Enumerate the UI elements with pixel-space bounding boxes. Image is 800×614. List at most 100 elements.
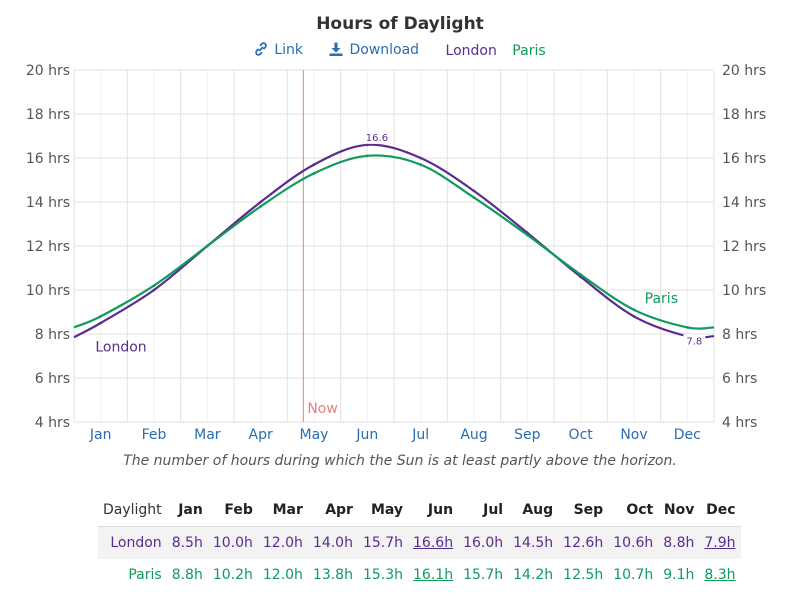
x-tick-label: Oct	[569, 427, 594, 443]
chart-title: Hours of Daylight	[316, 14, 484, 34]
legend-london[interactable]: London	[445, 43, 497, 59]
data-point-london	[365, 143, 369, 147]
data-point-paris	[205, 244, 209, 248]
table-header-label: Daylight	[98, 494, 167, 527]
table-header-month: Sep	[558, 494, 609, 527]
x-tick-label: Jul	[411, 427, 429, 443]
x-tick-label: Feb	[142, 427, 167, 443]
table-header-row: Daylight Jan Feb Mar Apr May Jun Jul Aug Sep Oct No…	[98, 494, 741, 527]
x-tick-label: Jan	[89, 427, 112, 443]
table-header-month: Oct	[608, 494, 659, 527]
table-header-month: Jan	[166, 494, 208, 527]
link-label: Link	[274, 42, 304, 58]
chart-caption: The number of hours during which the Sun…	[123, 453, 677, 469]
table-header-month: Jun	[408, 494, 459, 527]
download-icon	[329, 42, 343, 60]
table-cell: 8.8h	[658, 526, 700, 559]
table-row-label: Paris	[128, 567, 162, 583]
data-point-paris	[259, 205, 263, 208]
x-tick-label: Sep	[514, 427, 541, 443]
series-line-paris	[73, 154, 715, 330]
table-row: London 8.5h 10.0h 12.0h 14.0h 15.7h 16.6h 16.0h…	[98, 526, 741, 559]
data-point-paris	[365, 154, 369, 158]
data-point-paris	[632, 308, 636, 312]
data-point-london	[259, 200, 263, 204]
y-tick-label-right: 6 hrs	[722, 371, 757, 387]
annotation-london: London	[95, 340, 146, 356]
x-tick-label: Dec	[674, 427, 701, 443]
table-cell: 7.9h	[699, 526, 741, 559]
y-tick-label-left: 6 hrs	[35, 371, 70, 387]
y-tick-label-right: 18 hrs	[722, 107, 766, 123]
table-cell: 9.1h	[663, 567, 695, 583]
table-row: Paris 8.8h 10.2h 12.0h 13.8h 15.3h 16.1h 15.7h 1…	[98, 559, 741, 591]
y-tick-label-right: 8 hrs	[722, 327, 757, 343]
y-tick-label-right: 12 hrs	[722, 239, 766, 255]
table-header-month: Dec	[699, 494, 741, 527]
data-point-paris	[312, 172, 316, 175]
y-tick-label-left: 4 hrs	[35, 415, 70, 431]
min-label-bg	[683, 334, 706, 348]
table-cell: 15.7h	[463, 567, 504, 583]
y-tick-label-right: 4 hrs	[722, 415, 757, 431]
table-header-month: Feb	[207, 494, 258, 527]
table-cell: 8.8h	[171, 567, 203, 583]
data-point-london	[419, 156, 423, 160]
data-point-paris	[419, 163, 423, 167]
daylight-table: Daylight Jan Feb Mar Apr May Jun Jul Aug Sep Oct No…	[98, 494, 741, 591]
max-label-bg	[364, 130, 389, 144]
y-tick-label-right: 14 hrs	[722, 195, 766, 211]
now-label: Now	[307, 401, 338, 417]
series-line-london	[73, 143, 715, 339]
data-point-london	[312, 163, 316, 167]
table-cell: 16.6h	[408, 526, 459, 559]
table-cell: 10.7h	[613, 567, 654, 583]
table-cell: 10.6h	[608, 526, 659, 559]
annotation-paris: Paris	[645, 291, 678, 307]
legend-paris[interactable]: Paris	[512, 43, 546, 59]
data-point-london	[152, 288, 156, 292]
x-tick-label: Jun	[355, 427, 378, 443]
max-value-label: 16.6	[366, 133, 388, 144]
x-tick-label: Nov	[620, 427, 647, 443]
data-point-london	[99, 321, 103, 325]
y-tick-label-left: 10 hrs	[26, 283, 70, 299]
min-value-label: 7.8	[686, 336, 702, 347]
table-cell: 12.6h	[558, 526, 609, 559]
table-header-month: Mar	[257, 494, 308, 527]
data-point-paris	[152, 284, 156, 287]
table-header-month: Aug	[508, 494, 559, 527]
data-point-paris	[99, 315, 103, 318]
data-point-london	[472, 189, 476, 193]
x-tick-label: Aug	[460, 427, 487, 443]
table-header-month: Jul	[458, 494, 509, 527]
table-cell: 14.5h	[508, 526, 559, 559]
table-header-month: Nov	[658, 494, 700, 527]
data-point-paris	[685, 326, 689, 329]
download-button[interactable]: Download	[329, 42, 419, 60]
y-tick-label-right: 20 hrs	[722, 63, 766, 79]
link-button[interactable]: Link	[254, 42, 303, 60]
table-cell: 10.2h	[212, 567, 253, 583]
table-row-label: London	[98, 526, 167, 559]
y-tick-label-left: 14 hrs	[26, 195, 70, 211]
data-point-london	[632, 315, 636, 318]
data-point-paris	[472, 196, 476, 200]
table-cell: 12.0h	[262, 567, 303, 583]
table-cell: 12.5h	[563, 567, 604, 583]
y-tick-label-right: 16 hrs	[722, 151, 766, 167]
download-label: Download	[349, 42, 420, 58]
table-cell: 16.1h	[413, 567, 454, 583]
data-point-paris	[525, 233, 529, 237]
table-cell: 13.8h	[312, 567, 353, 583]
x-tick-label: Apr	[249, 427, 273, 443]
link-icon	[254, 42, 268, 60]
table-header-month: Apr	[307, 494, 358, 527]
table-cell: 15.7h	[357, 526, 409, 559]
table-cell: 15.3h	[362, 567, 404, 583]
y-tick-label-left: 12 hrs	[26, 239, 70, 255]
y-tick-label-left: 18 hrs	[26, 107, 70, 123]
table-cell: 10.0h	[207, 526, 258, 559]
y-tick-label-left: 20 hrs	[26, 63, 70, 79]
y-tick-label-left: 8 hrs	[35, 327, 70, 343]
